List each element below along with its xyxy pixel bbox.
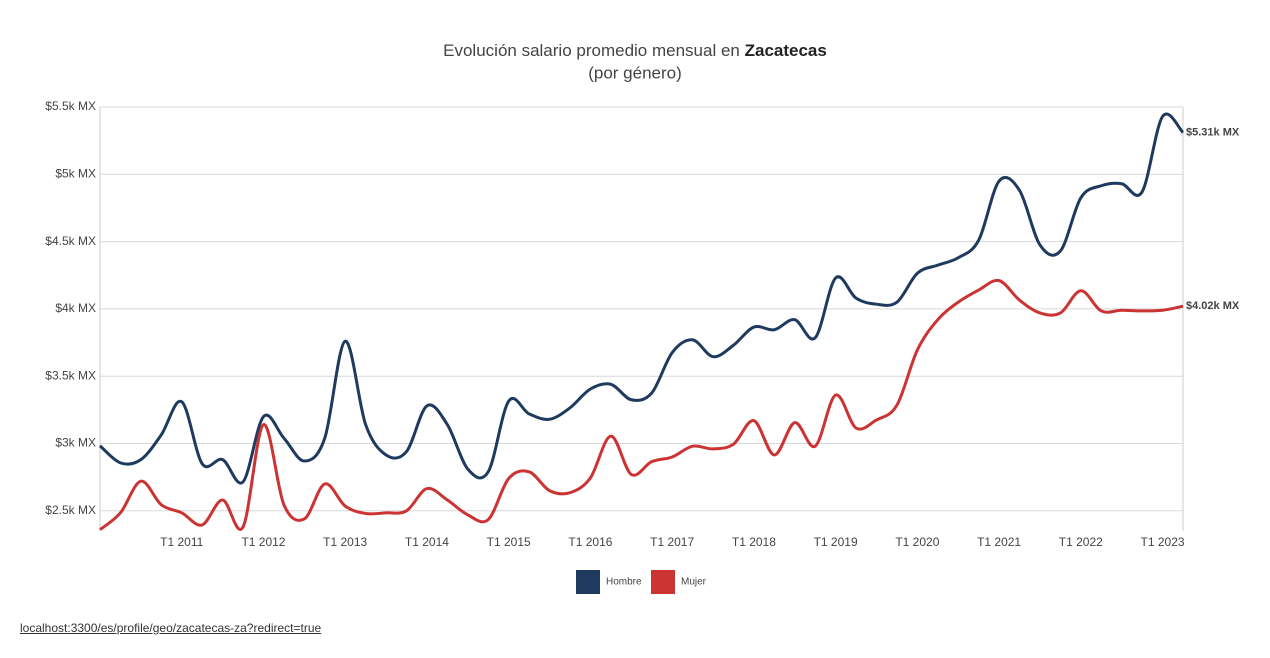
value-label: $4.02k MX (1186, 300, 1240, 312)
y-tick-label: $5k MX (55, 166, 96, 180)
x-tick-label: T1 2018 (732, 535, 776, 549)
chart: Evolución salario promedio mensual en Za… (45, 41, 1240, 594)
x-tick-label: T1 2020 (895, 535, 939, 549)
y-tick-label: $2.5k MX (45, 503, 96, 517)
x-tick-label: T1 2013 (323, 535, 367, 549)
chart-subtitle: (por género) (588, 63, 682, 82)
x-tick-label: T1 2015 (487, 535, 531, 549)
title-place: Zacatecas (745, 41, 827, 60)
x-tick-label: T1 2019 (814, 535, 858, 549)
legend-swatch (651, 570, 675, 594)
footer-link[interactable]: localhost:3300/es/profile/geo/zacatecas-… (20, 621, 322, 635)
y-tick-label: $3k MX (55, 436, 96, 450)
x-tick-label: T1 2017 (650, 535, 694, 549)
x-tick-label: T1 2023 (1141, 535, 1185, 549)
x-tick-label: T1 2011 (160, 535, 203, 549)
line (98, 112, 1185, 485)
y-tick-label: $5.5k MX (45, 99, 96, 113)
chart-title: Evolución salario promedio mensual en Za… (443, 41, 827, 60)
legend-label: Mujer (681, 577, 707, 588)
legend-label: Hombre (606, 577, 642, 588)
line (99, 278, 1184, 531)
x-tick-label: T1 2014 (405, 535, 449, 549)
legend-swatch (576, 570, 600, 594)
x-tick-label: T1 2016 (568, 535, 612, 549)
y-tick-label: $3.5k MX (45, 368, 96, 382)
value-label: $5.31k MX (1186, 126, 1240, 138)
x-tick-label: T1 2012 (241, 535, 285, 549)
y-tick-label: $4.5k MX (45, 234, 96, 248)
y-tick-label: $4k MX (55, 301, 96, 315)
x-tick-label: T1 2021 (977, 535, 1021, 549)
x-tick-label: T1 2022 (1059, 535, 1103, 549)
title-text: Evolución salario promedio mensual en (443, 41, 740, 60)
